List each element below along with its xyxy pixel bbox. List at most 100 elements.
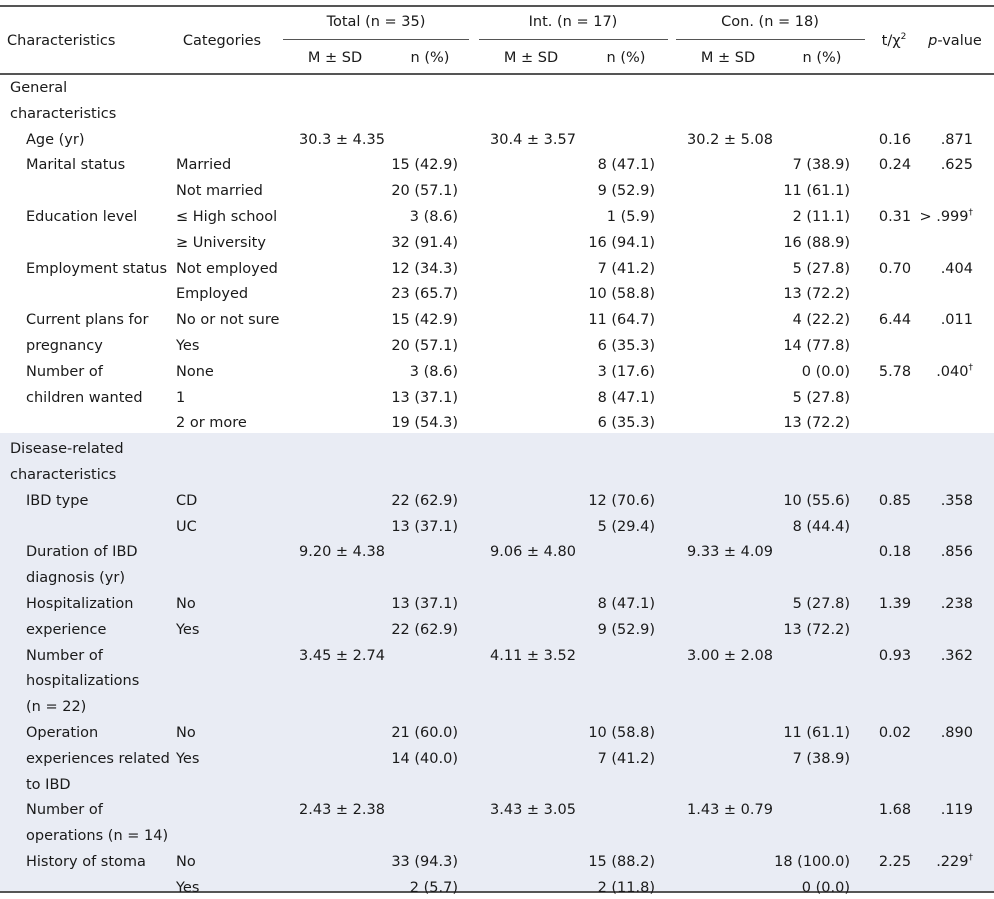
header-total-npct: n (%) bbox=[410, 50, 450, 66]
con-n-cell: 0 (0.0) bbox=[801, 879, 850, 896]
int-msd-cell: 9.06 ± 4.80 bbox=[490, 544, 576, 561]
con-n-cell: 4 (22.2) bbox=[792, 312, 850, 329]
p-value-text: > .999 bbox=[919, 209, 969, 225]
row-label: Employment status bbox=[26, 260, 168, 277]
con-n-cell: 10 (55.6) bbox=[783, 492, 850, 509]
p-value-cell: .229† bbox=[936, 852, 973, 872]
int-n-cell: 3 (17.6) bbox=[597, 363, 655, 380]
int-n-cell: 12 (70.6) bbox=[588, 492, 655, 509]
total-msd-cell: 2.43 ± 2.38 bbox=[299, 802, 385, 819]
int-n-cell: 8 (47.1) bbox=[597, 389, 655, 406]
stat-cell: 0.70 bbox=[878, 260, 912, 277]
row-label: (n = 22) bbox=[26, 699, 87, 716]
int-n-cell: 16 (94.1) bbox=[588, 234, 655, 251]
p-value-cell: .238 bbox=[941, 594, 973, 614]
row-label: Number of bbox=[26, 647, 103, 664]
header-categories: Categories bbox=[182, 33, 262, 49]
int-msd-cell: 4.11 ± 3.52 bbox=[490, 647, 576, 664]
total-n-cell: 20 (57.1) bbox=[391, 183, 458, 200]
p-value-text: .404 bbox=[940, 260, 973, 277]
con-msd-cell: 1.43 ± 0.79 bbox=[687, 802, 773, 819]
category-cell: Yes bbox=[176, 879, 200, 896]
int-n-cell: 7 (41.2) bbox=[597, 750, 655, 767]
disease-section-band bbox=[0, 433, 994, 891]
p-value-text: .040 bbox=[936, 363, 969, 380]
category-cell: Yes bbox=[176, 338, 200, 354]
int-n-cell: 15 (88.2) bbox=[588, 854, 655, 870]
category-cell: 1 bbox=[176, 389, 186, 406]
stat-cell: 0.18 bbox=[878, 544, 912, 561]
con-msd-cell: 3.00 ± 2.08 bbox=[687, 647, 773, 664]
row-label: Current plans for bbox=[26, 312, 149, 329]
total-n-cell: 3 (8.6) bbox=[409, 363, 458, 380]
header-con: Con. (n = 18) bbox=[721, 14, 819, 30]
p-value-cell: .625 bbox=[941, 155, 973, 175]
con-n-cell: 14 (77.8) bbox=[783, 338, 850, 354]
int-n-cell: 6 (35.3) bbox=[597, 415, 655, 432]
p-value-cell: .358 bbox=[941, 491, 973, 511]
int-msd-cell: 3.43 ± 3.05 bbox=[490, 802, 576, 819]
category-cell: ≥ University bbox=[176, 234, 266, 251]
p-value-text: .890 bbox=[940, 725, 973, 741]
category-cell: UC bbox=[176, 518, 197, 535]
row-label: History of stoma bbox=[26, 854, 146, 870]
int-n-cell: 1 (5.9) bbox=[606, 209, 655, 225]
total-n-cell: 32 (91.4) bbox=[391, 234, 458, 251]
int-n-cell: 8 (47.1) bbox=[597, 157, 655, 174]
con-n-cell: 11 (61.1) bbox=[783, 183, 850, 200]
p-value-cell: .011 bbox=[941, 310, 973, 330]
row-label: Marital status bbox=[26, 157, 126, 174]
stat-cell: 6.44 bbox=[878, 312, 912, 329]
int-n-cell: 9 (52.9) bbox=[597, 183, 655, 200]
stat-cell: 0.02 bbox=[878, 725, 912, 741]
dagger-mark: † bbox=[968, 853, 974, 863]
con-msd-cell: 9.33 ± 4.09 bbox=[687, 544, 773, 561]
header-p-value: p-value bbox=[928, 33, 982, 49]
int-n-cell: 10 (58.8) bbox=[588, 725, 655, 741]
int-n-cell: 7 (41.2) bbox=[597, 260, 655, 277]
category-cell: Not employed bbox=[176, 260, 278, 277]
con-n-cell: 11 (61.1) bbox=[783, 725, 850, 741]
section-title: General bbox=[10, 80, 68, 96]
int-n-cell: 6 (35.3) bbox=[597, 338, 655, 354]
con-n-cell: 13 (72.2) bbox=[783, 621, 850, 638]
category-cell: Married bbox=[176, 157, 232, 174]
con-n-cell: 13 (72.2) bbox=[783, 415, 850, 432]
con-msd-cell: 30.2 ± 5.08 bbox=[687, 131, 773, 148]
total-n-cell: 21 (60.0) bbox=[391, 725, 458, 741]
row-label: Duration of IBD bbox=[26, 544, 138, 561]
row-label: Number of bbox=[26, 363, 103, 380]
int-n-cell: 5 (29.4) bbox=[597, 518, 655, 535]
category-cell: No bbox=[176, 854, 196, 870]
total-n-cell: 13 (37.1) bbox=[391, 518, 458, 535]
total-n-cell: 22 (62.9) bbox=[391, 621, 458, 638]
header-con-msd: M ± SD bbox=[700, 50, 756, 66]
row-label: Operation bbox=[26, 725, 99, 741]
stat-cell: 0.24 bbox=[878, 157, 912, 174]
header-characteristics: Characteristics bbox=[7, 33, 116, 49]
stat-cell: 0.93 bbox=[878, 647, 912, 664]
row-label: diagnosis (yr) bbox=[26, 570, 125, 587]
total-n-cell: 14 (40.0) bbox=[391, 750, 458, 767]
total-n-cell: 33 (94.3) bbox=[391, 854, 458, 870]
row-label: to IBD bbox=[26, 776, 71, 793]
category-cell: 2 or more bbox=[176, 415, 247, 432]
p-value-cell: > .999† bbox=[919, 207, 973, 227]
p-value-text: .856 bbox=[940, 544, 973, 561]
int-n-cell: 2 (11.8) bbox=[597, 879, 655, 896]
p-value-text: .358 bbox=[940, 492, 973, 509]
stat-cell: 5.78 bbox=[878, 363, 912, 380]
con-n-cell: 16 (88.9) bbox=[783, 234, 850, 251]
total-n-cell: 19 (54.3) bbox=[391, 415, 458, 432]
stat-cell: 0.31 bbox=[878, 209, 912, 225]
category-cell: Not married bbox=[176, 183, 263, 200]
p-value-text: .238 bbox=[940, 596, 973, 612]
row-label: Age (yr) bbox=[26, 131, 85, 148]
con-n-cell: 5 (27.8) bbox=[792, 260, 850, 277]
header-con-npct: n (%) bbox=[802, 50, 842, 66]
stat-cell: 0.16 bbox=[878, 131, 912, 148]
total-msd-cell: 3.45 ± 2.74 bbox=[299, 647, 385, 664]
row-label: IBD type bbox=[26, 492, 89, 509]
row-label: Number of bbox=[26, 802, 103, 819]
total-n-cell: 3 (8.6) bbox=[409, 209, 458, 225]
